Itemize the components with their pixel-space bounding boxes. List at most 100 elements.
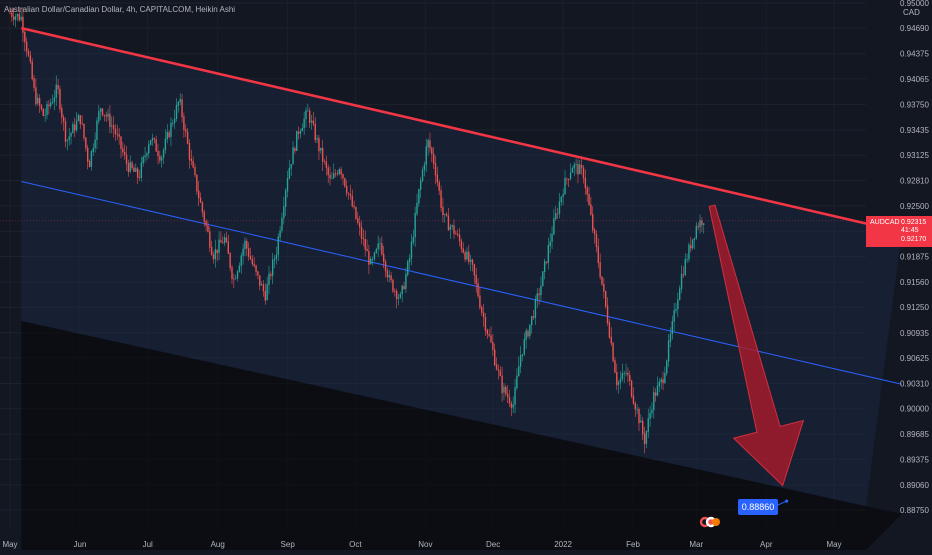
candle-body <box>549 241 551 247</box>
candle-body <box>290 164 292 169</box>
candle-body <box>408 258 411 262</box>
candle-body <box>469 259 472 262</box>
candle-body <box>505 387 507 395</box>
candle-body <box>125 154 128 164</box>
candle-body <box>436 174 439 183</box>
candle-body <box>279 230 281 238</box>
candle-body <box>164 138 167 151</box>
candle-body <box>438 182 440 191</box>
time-tick-label: Jun <box>74 540 87 549</box>
candle-body <box>161 157 163 161</box>
target-price-label[interactable]: 0.88860 <box>738 499 778 515</box>
candle-body <box>74 124 76 131</box>
candle-body <box>667 340 670 362</box>
time-tick-label: May <box>826 540 841 549</box>
candle-body <box>697 226 699 228</box>
candle-body <box>255 265 257 272</box>
candle-body <box>458 234 461 242</box>
candle-body <box>662 379 664 384</box>
time-tick-label: Feb <box>626 540 640 549</box>
candle-body <box>44 115 46 116</box>
candle-body <box>680 273 683 290</box>
candle-body <box>270 274 272 276</box>
candle-body <box>420 180 422 190</box>
candle-body <box>244 240 246 249</box>
candle-body <box>325 161 328 168</box>
badge-symbol: AUDCAD <box>870 218 900 226</box>
candle-body <box>16 13 19 17</box>
badge-prev-price: 0.92170 <box>901 235 927 243</box>
candle-body <box>292 147 294 165</box>
time-tick-label: Oct <box>349 540 362 549</box>
candle-body <box>342 174 344 179</box>
candle-body <box>286 177 289 192</box>
time-tick-label: Jul <box>143 540 153 549</box>
candle-body <box>129 161 131 172</box>
candle-body <box>349 194 352 196</box>
candle-body <box>403 285 405 289</box>
candle-body <box>333 173 335 179</box>
time-axis[interactable]: May Jun Jul Aug Sep Oct Nov Dec 2022 Feb Mar Apr May <box>2 540 841 549</box>
projection-arrow[interactable] <box>708 204 805 487</box>
candle-body <box>653 391 655 411</box>
candle-body <box>209 231 211 248</box>
time-tick-label: 2022 <box>554 540 572 549</box>
candle-body <box>584 177 587 189</box>
candle-body <box>170 122 172 137</box>
candle-body <box>449 226 451 230</box>
candle-body <box>35 87 37 105</box>
candle-body <box>501 375 503 394</box>
candle-body <box>418 188 420 204</box>
candle-body <box>253 263 255 266</box>
candle-body <box>183 116 185 130</box>
candle-body <box>272 259 274 276</box>
candle-body <box>462 248 464 253</box>
candle-body <box>429 140 431 149</box>
candle-body <box>516 375 518 389</box>
candle-body <box>94 139 96 149</box>
time-tick-label: Apr <box>760 540 773 549</box>
candle-body <box>486 329 488 335</box>
candle-body <box>303 118 305 129</box>
candle-body <box>87 147 89 162</box>
candle-body <box>558 201 561 214</box>
candle-body <box>249 256 252 260</box>
candle-body <box>395 290 398 300</box>
candle-body <box>693 237 696 240</box>
candle-body <box>179 99 181 103</box>
price-tick-label: 0.93750 <box>900 100 929 109</box>
candle-body <box>645 431 648 444</box>
candle-body <box>64 121 67 142</box>
candle-body <box>214 249 217 260</box>
candle-body <box>203 211 205 222</box>
candle-body <box>116 133 118 135</box>
candle-body <box>427 139 429 148</box>
candle-body <box>434 163 437 176</box>
candle-body <box>172 122 174 124</box>
candle-body <box>235 278 237 280</box>
candle-body <box>18 14 20 21</box>
candle-body <box>664 372 666 383</box>
candle-body <box>568 178 570 180</box>
candle-body <box>423 164 426 171</box>
candle-body <box>251 259 254 265</box>
candle-body <box>373 252 376 260</box>
candle-body <box>358 222 361 228</box>
candle-body <box>383 253 385 262</box>
candle-body <box>658 381 661 386</box>
candle-body <box>55 84 57 98</box>
candle-body <box>346 185 348 194</box>
candle-body <box>425 146 427 165</box>
candle-body <box>151 138 154 141</box>
candle-body <box>83 123 85 139</box>
price-tick-label: 0.94065 <box>900 75 929 84</box>
candle-body <box>475 274 477 284</box>
channel-upper-line[interactable] <box>20 26 903 234</box>
candle-body <box>296 131 298 151</box>
candle-body <box>669 333 672 342</box>
candle-body <box>114 128 117 135</box>
candle-body <box>527 331 529 337</box>
